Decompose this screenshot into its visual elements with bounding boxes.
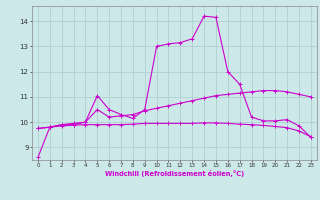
X-axis label: Windchill (Refroidissement éolien,°C): Windchill (Refroidissement éolien,°C) <box>105 170 244 177</box>
